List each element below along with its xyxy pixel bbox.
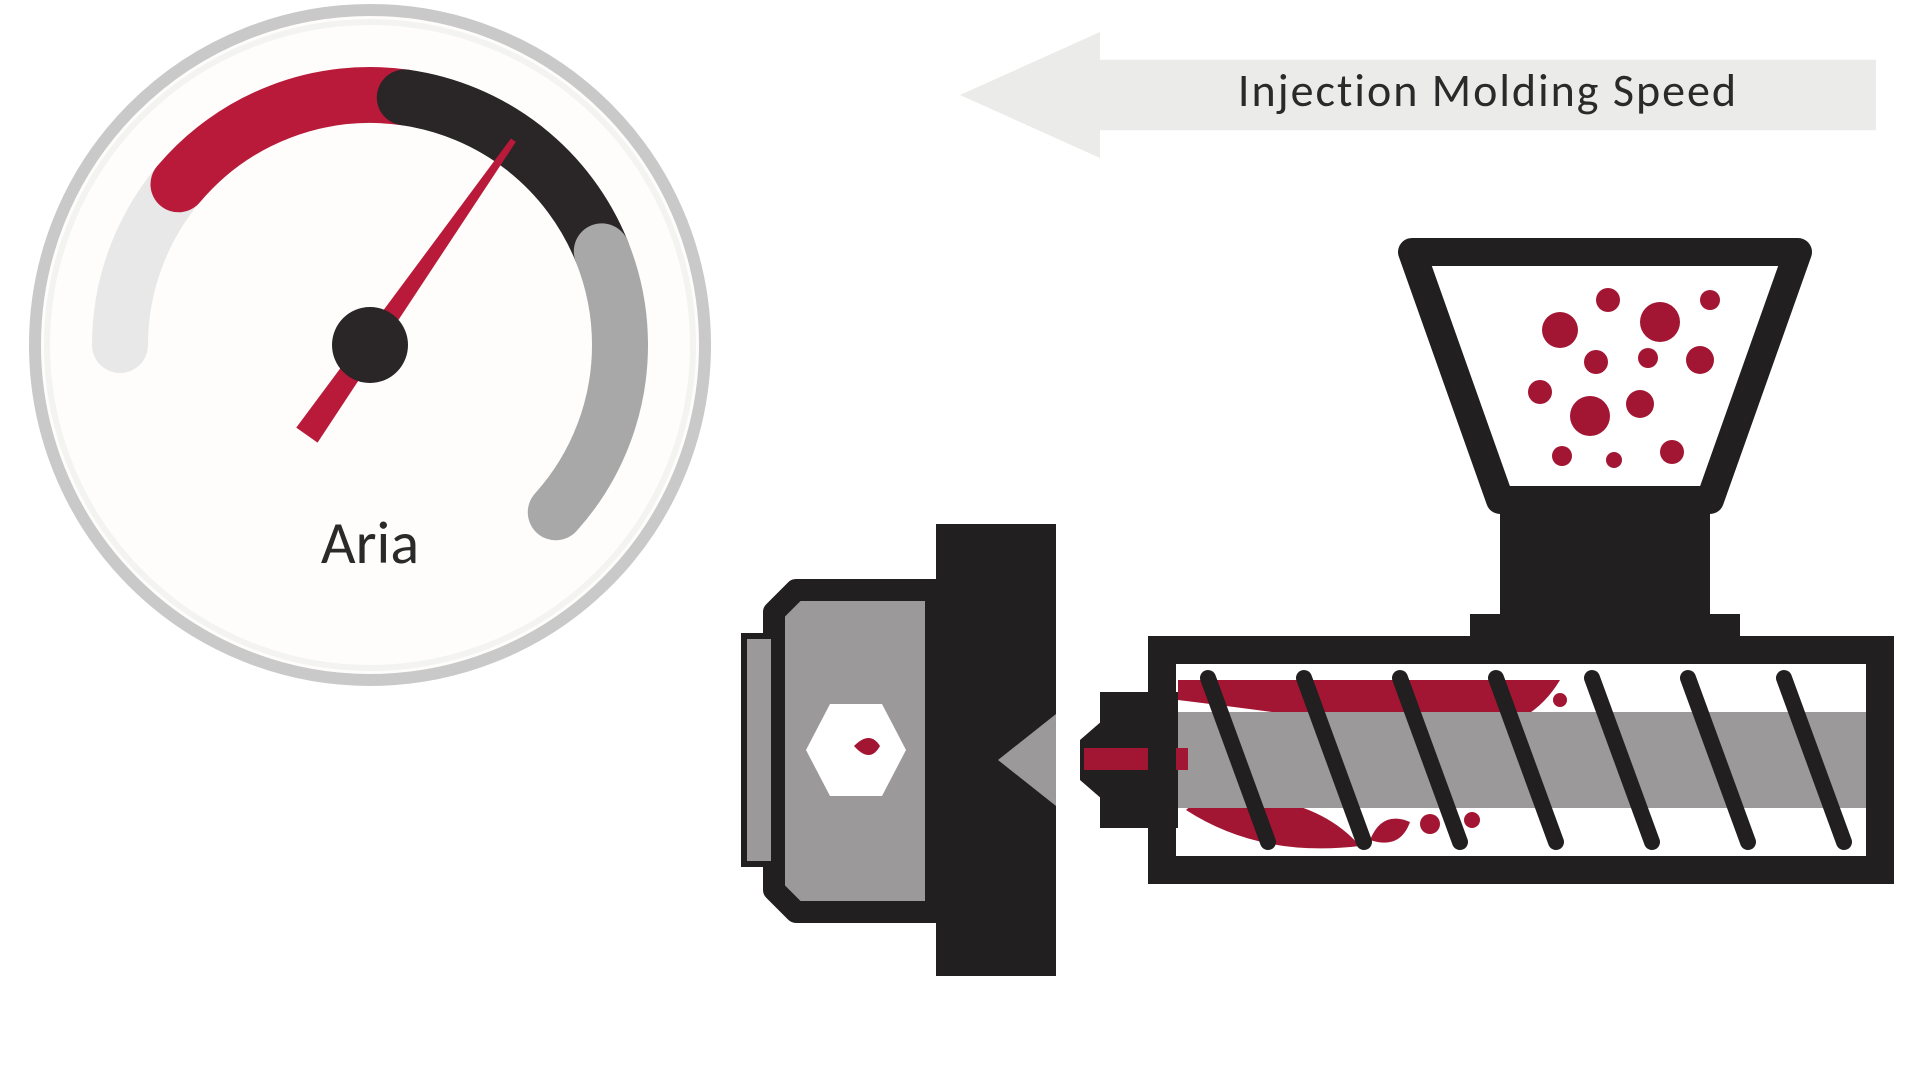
melt-drop xyxy=(1420,814,1440,834)
pellet xyxy=(1542,312,1578,348)
injection-molding-infographic: Injection Molding Speed Aria xyxy=(0,0,1920,1080)
pellet xyxy=(1686,346,1714,374)
pellet xyxy=(1626,390,1654,418)
melt-drop xyxy=(1442,690,1462,710)
hopper-neck xyxy=(1500,500,1710,620)
pellet xyxy=(1528,380,1552,404)
pellet xyxy=(1552,446,1572,466)
melt-drop xyxy=(1464,812,1480,828)
pellet xyxy=(1638,348,1658,368)
pellet xyxy=(1640,302,1680,342)
pellet xyxy=(1660,440,1684,464)
melt-drop xyxy=(1553,693,1567,707)
pellet xyxy=(1606,452,1622,468)
mold-clamp xyxy=(744,636,774,864)
injection-machine-icon xyxy=(0,0,1920,1080)
pellet xyxy=(1700,290,1720,310)
pellet xyxy=(1584,350,1608,374)
pellet xyxy=(1570,396,1610,436)
pellet xyxy=(1596,288,1620,312)
